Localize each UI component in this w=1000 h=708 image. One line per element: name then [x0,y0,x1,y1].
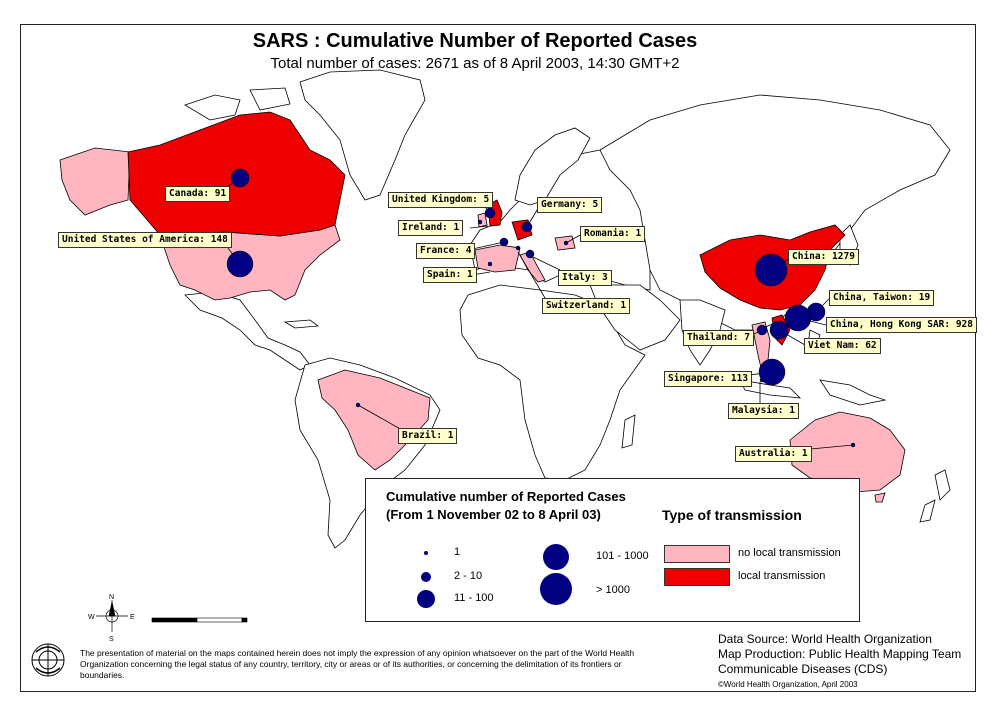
circle-usa [226,250,254,278]
transmission-heading: Type of transmission [662,507,802,523]
cuba [283,319,320,329]
legend-class-11-100: 11 - 100 [454,592,494,604]
circle-brazil [355,402,361,408]
legend-local-transmission: local transmission [738,570,826,582]
legend-class-2-10: 2 - 10 [454,570,483,582]
circle-ireland [477,219,483,225]
legend-circle-2-10 [421,572,431,582]
label-hong-kong: China, Hong Kong SAR: 928 [826,317,977,333]
source-line-1: Data Source: World Health Organization [718,632,932,646]
map-title: SARS : Cumulative Number of Reported Cas… [252,30,698,52]
label-singapore: Singapore: 113 [664,371,753,387]
svg-text:S: S [109,636,114,643]
swatch-no-local-transmission [664,545,730,563]
who-emblem-icon [31,643,65,677]
circle-china [754,253,788,287]
legend-class-over-1000: > 1000 [596,584,630,596]
label-france: France: 4 [416,243,476,259]
legend: Cumulative number of Reported Cases (Fro… [365,478,860,622]
label-malaysia: Malaysia: 1 [728,403,799,419]
label-canada: Canada: 91 [165,186,231,202]
mexico-central-america [184,291,311,371]
legend-class-101-1000: 101 - 1000 [596,550,649,562]
circle-italy [525,249,535,259]
circle-viet-nam [769,320,789,340]
circle-uk [484,207,496,219]
label-spain: Spain: 1 [423,267,477,283]
circle-canada [230,168,250,188]
legend-circle-1 [424,551,428,555]
scale-bar [151,617,248,623]
legend-circle-11-100 [417,590,435,608]
north-arrow-icon: N S W E [88,594,135,643]
map-subtitle: Total number of cases: 2671 as of 8 Apri… [270,55,680,72]
case-circles [226,168,856,448]
legend-period: (From 1 November 02 to 8 April 03) [386,507,601,522]
label-germany: Germany: 5 [537,197,603,213]
label-viet-nam: Viet Nam: 62 [804,338,881,354]
data-source-block: Data Source: World Health Organization M… [718,632,961,692]
circle-malaysia [759,377,765,383]
iberia-france [474,244,521,273]
label-thailand: Thailand: 7 [683,330,754,346]
circle-france [499,237,509,247]
circle-romania [563,240,569,246]
label-taiwan: China, Taiwon: 19 [829,290,935,306]
circle-australia [850,442,856,448]
disclaimer: The presentation of material on the maps… [80,648,635,680]
circle-germany [521,221,533,233]
alaska [59,147,131,216]
svg-text:W: W [88,614,95,621]
label-switzerland: Switzerland: 1 [542,298,631,314]
legend-heading: Cumulative number of Reported Cases [386,489,626,504]
madagascar [621,414,636,449]
tasmania [874,492,886,503]
label-italy: Italy: 3 [558,270,612,286]
svg-text:N: N [109,594,114,601]
circle-spain [487,261,493,267]
label-ireland: Ireland: 1 [398,220,464,236]
circle-thailand [756,324,768,336]
legend-class-1: 1 [454,546,461,558]
legend-circle-over-1000 [540,573,572,605]
circle-singapore [758,358,786,386]
label-romania: Romania: 1 [580,226,646,242]
label-brazil: Brazil: 1 [398,428,458,444]
legend-symbols [417,544,572,608]
legend-no-local-transmission: no local transmission [738,547,841,559]
new-zealand [919,469,951,523]
arctic-islands [184,87,291,121]
source-line-2: Map Production: Public Health Mapping Te… [718,647,962,661]
label-australia: Australia: 1 [735,446,812,462]
legend-circle-101-1000 [543,544,569,570]
circle-switzerland [515,245,521,251]
circle-hong-kong [784,304,812,332]
label-uk: United Kingdom: 5 [388,192,494,208]
brazil [317,369,431,471]
copyright: ©World Health Organization, April 2003 [718,680,858,689]
svg-text:E: E [130,614,135,621]
label-usa: United States of America: 148 [58,232,232,248]
greenland [299,69,426,201]
no-local-transmission-layer [59,147,906,503]
swatch-local-transmission [664,568,730,586]
source-line-3: Communicable Diseases (CDS) [718,662,888,676]
label-china: China: 1279 [788,249,859,265]
map-frame [20,24,976,692]
